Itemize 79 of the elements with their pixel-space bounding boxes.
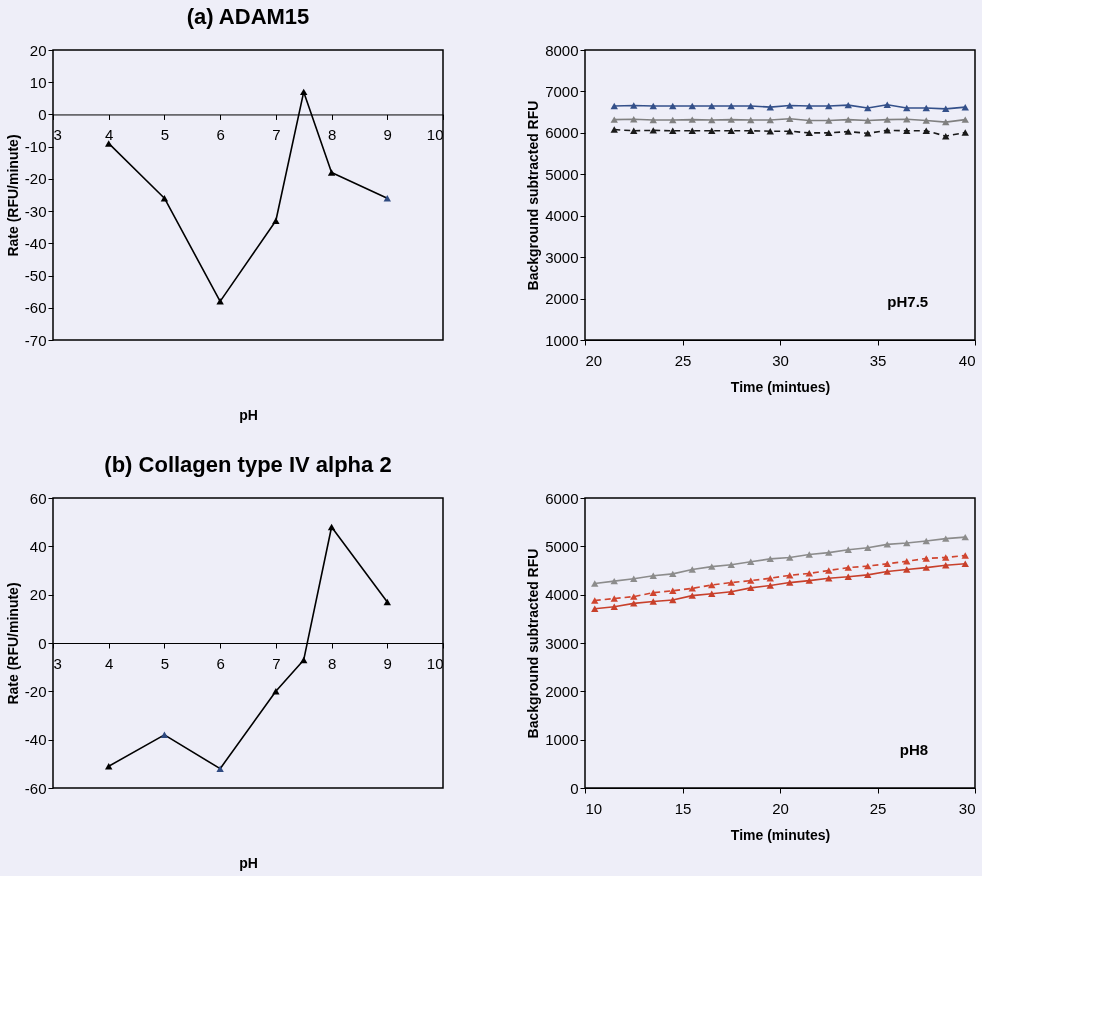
- x-tick-label: 3: [53, 654, 62, 672]
- y-axis-title: Rate (RFU/minute): [4, 582, 21, 705]
- point: [383, 598, 391, 606]
- y-tick-label: 2000: [545, 682, 579, 700]
- x-axis-title: pH: [239, 854, 258, 871]
- y-tick-label: 5000: [545, 165, 579, 183]
- point: [300, 656, 308, 664]
- y-tick-label: 20: [29, 41, 47, 59]
- x-tick-label: 5: [160, 125, 170, 143]
- x-tick-label: 8: [327, 125, 337, 143]
- x-tick-label: 40: [958, 351, 976, 369]
- y-axis-title: Background subtracted RFU: [525, 100, 542, 291]
- x-tick-label: 6: [216, 654, 225, 672]
- y-tick-label: -40: [24, 731, 47, 749]
- x-tick-label: 5: [160, 654, 170, 672]
- point: [105, 140, 113, 147]
- y-axis-title: Background subtracted RFU: [525, 548, 542, 739]
- x-tick-label: 4: [105, 654, 114, 672]
- y-tick-label: 4000: [545, 207, 579, 225]
- y-tick-label: -40: [24, 234, 47, 252]
- point: [272, 217, 280, 224]
- point: [327, 169, 336, 176]
- y-tick-label: -70: [24, 331, 47, 349]
- y-tick-label: 1000: [545, 331, 579, 349]
- y-tick-label: -50: [24, 267, 47, 285]
- y-tick-label: 0: [38, 634, 47, 652]
- x-tick-label: 9: [383, 125, 392, 143]
- x-tick-label: 10: [585, 799, 603, 817]
- y-tick-label: 2000: [545, 290, 579, 308]
- y-tick-label: 7000: [545, 82, 579, 100]
- x-tick-label: 25: [674, 351, 692, 369]
- point: [327, 523, 336, 531]
- chart-title: (a) ADAM15: [186, 4, 310, 29]
- y-axis-title: Rate (RFU/minute): [4, 134, 21, 257]
- y-tick-label: 0: [570, 779, 579, 797]
- x-tick-label: 7: [272, 125, 281, 143]
- y-tick-label: 3000: [545, 248, 579, 266]
- x-tick-label: 4: [105, 125, 114, 143]
- y-tick-label: 8000: [545, 41, 579, 59]
- y-tick-label: -20: [24, 682, 47, 700]
- x-tick-label: 30: [772, 351, 789, 369]
- x-tick-label: 20: [772, 799, 789, 817]
- point: [216, 298, 224, 305]
- x-tick-label: 15: [674, 799, 692, 817]
- y-tick-label: -60: [24, 299, 47, 317]
- x-tick-label: 9: [383, 654, 392, 672]
- y-tick-label: -60: [24, 779, 47, 797]
- y-tick-label: 6000: [545, 489, 579, 507]
- x-tick-label: 30: [958, 799, 976, 817]
- y-tick-label: 0: [38, 105, 47, 123]
- y-tick-label: -20: [24, 170, 47, 188]
- y-tick-label: 40: [29, 537, 47, 555]
- y-tick-label: 60: [29, 489, 47, 507]
- x-tick-label: 25: [869, 799, 887, 817]
- x-tick-label: 35: [869, 351, 887, 369]
- y-tick-label: -30: [24, 202, 47, 220]
- y-tick-label: 10: [29, 73, 47, 91]
- y-tick-label: 1000: [545, 731, 579, 749]
- point: [160, 731, 169, 739]
- x-axis-title: Time (mintues): [730, 378, 831, 395]
- x-axis-title: Time (minutes): [730, 826, 831, 843]
- y-tick-label: 3000: [545, 634, 579, 652]
- annotation: pH8: [899, 741, 929, 759]
- y-tick-label: 4000: [545, 586, 579, 604]
- x-tick-label: 7: [272, 654, 281, 672]
- y-tick-label: 6000: [545, 124, 579, 142]
- point: [272, 688, 280, 695]
- point: [216, 765, 224, 772]
- x-tick-label: 6: [216, 125, 225, 143]
- x-axis-title: pH: [239, 406, 258, 423]
- y-tick-label: 5000: [545, 537, 579, 555]
- annotation: pH7.5: [887, 293, 929, 311]
- x-tick-label: 3: [53, 125, 62, 143]
- point: [300, 88, 308, 96]
- x-tick-label: 20: [585, 351, 603, 369]
- chart-title: (b) Collagen type IV alpha 2: [104, 452, 392, 477]
- y-tick-label: 20: [29, 586, 47, 604]
- y-tick-label: -10: [24, 138, 47, 156]
- x-tick-label: 8: [327, 654, 337, 672]
